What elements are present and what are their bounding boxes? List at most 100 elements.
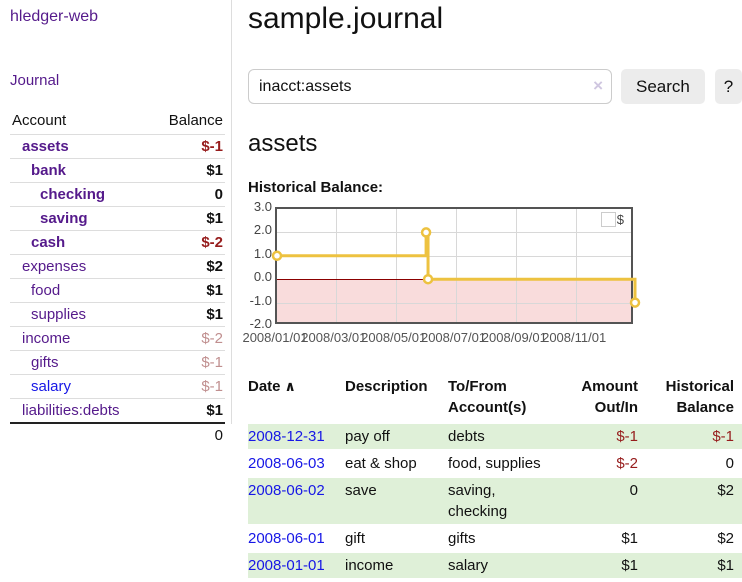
gridline (277, 232, 631, 234)
account-balance: $1 (150, 206, 225, 231)
transaction-date-link[interactable]: 2008-06-02 (248, 482, 325, 499)
account-balance: $-1 (150, 374, 225, 399)
transaction-row[interactable]: 2008-01-01 income salary $1 $1 (248, 553, 742, 578)
search-button[interactable]: Search (621, 69, 705, 104)
account-link[interactable]: expenses (22, 258, 87, 275)
sidebar-item-journal[interactable]: Journal (10, 72, 60, 89)
x-tick-label: 2008/05/01 (361, 330, 427, 345)
x-tick-label: 2008/11/01 (542, 330, 607, 345)
transaction-date-link[interactable]: 2008-12-31 (248, 428, 325, 445)
account-row: checking 0 (10, 182, 225, 207)
account-balance: $-1 (150, 350, 225, 375)
account-balance: $1 (150, 398, 225, 423)
transaction-balance: $-1 (646, 424, 742, 449)
page-title: sample.journal (248, 2, 444, 35)
account-row: saving $1 (10, 206, 225, 231)
y-tick-label: 1.0 (253, 245, 272, 261)
x-tick-label: 2008/03/01 (301, 330, 367, 345)
register-header-accounts[interactable]: To/From Account(s) (448, 378, 527, 416)
transaction-amount: 0 (565, 478, 646, 524)
search-input[interactable] (248, 69, 612, 104)
y-tick-label: -1.0 (249, 292, 272, 308)
transaction-description: save (345, 478, 448, 524)
y-tick-label: 3.0 (253, 199, 272, 214)
account-row: income $-2 (10, 326, 225, 351)
register-header-amount[interactable]: Amount Out/In (581, 378, 638, 416)
gridline (277, 302, 631, 304)
transaction-description: eat & shop (345, 455, 417, 472)
accounts-table: Account Balance assets $-1 bank $1 checking 0… (10, 109, 225, 447)
account-balance: $1 (150, 158, 225, 183)
account-link[interactable]: cash (31, 234, 66, 251)
account-balance: $2 (150, 254, 225, 279)
account-link[interactable]: liabilities:debts (22, 402, 120, 419)
account-link[interactable]: checking (40, 186, 106, 203)
account-balance: $-1 (150, 134, 225, 159)
account-row: salary $-1 (10, 374, 225, 399)
transaction-balance: $2 (717, 530, 734, 547)
transaction-accounts: saving, checking (448, 478, 565, 524)
transaction-amount: $-2 (616, 455, 638, 472)
register-header-description[interactable]: Description (345, 378, 428, 395)
transaction-description: gift (345, 530, 366, 547)
help-button[interactable]: ? (714, 69, 742, 104)
gridline (516, 209, 518, 322)
transaction-date-link[interactable]: 2008-06-01 (248, 530, 325, 547)
account-link[interactable]: bank (31, 162, 67, 179)
y-tick-label: -2.0 (249, 316, 272, 331)
y-tick-label: 2.0 (253, 222, 272, 238)
transaction-amount: $1 (621, 530, 638, 547)
transaction-row[interactable]: 2008-06-01 gift gifts $1 $2 (248, 526, 742, 551)
register-header-balance[interactable]: Historical Balance (665, 378, 734, 416)
search-form: × Search ? (248, 69, 742, 104)
legend-label: $ (616, 212, 624, 227)
register-table: Date ∧ Description To/From Account(s) Amo… (248, 374, 742, 580)
chart-title: Historical Balance: (248, 179, 384, 196)
gridline (455, 209, 457, 322)
sidebar: hledger-web Journal Account Balance asse… (0, 0, 232, 447)
transaction-row[interactable]: 2008-06-03 eat & shop food, supplies $-2 0 (248, 451, 742, 476)
account-balance: $1 (150, 302, 225, 327)
x-tick-label: 2008/07/01 (420, 330, 487, 345)
account-row: liabilities:debts $1 (10, 398, 225, 423)
main-content: sample.journal × Search ? assets Histori… (242, 0, 742, 580)
account-balance: $1 (150, 278, 225, 303)
account-link[interactable]: food (31, 282, 61, 299)
account-link[interactable]: salary (31, 378, 72, 395)
account-balance: 0 (150, 182, 225, 207)
accounts-total-value: 0 (150, 422, 225, 447)
series-line (271, 227, 641, 308)
transaction-accounts: salary (448, 553, 565, 578)
transaction-date-link[interactable]: 2008-06-03 (248, 455, 325, 472)
transaction-accounts: food, supplies (448, 455, 541, 472)
account-row: cash $-2 (10, 230, 225, 255)
app-title-link[interactable]: hledger-web (10, 8, 99, 25)
chart-legend: $ (600, 212, 624, 227)
account-row: bank $1 (10, 158, 225, 183)
account-row: assets $-1 (10, 134, 225, 159)
account-row: expenses $2 (10, 254, 225, 279)
clear-search-icon[interactable]: × (593, 76, 603, 95)
register-header-date[interactable]: Date ∧ (248, 378, 296, 395)
transaction-description: pay off (345, 424, 448, 449)
transaction-amount: $1 (565, 553, 646, 578)
account-link[interactable]: supplies (31, 306, 87, 323)
transaction-accounts: gifts (448, 530, 476, 547)
transaction-row[interactable]: 2008-12-31 pay off debts $-1 $-1 (248, 424, 742, 449)
chart-plot-area[interactable]: $ (271, 207, 641, 324)
account-balance: $-2 (150, 326, 225, 351)
account-link[interactable]: saving (40, 210, 88, 227)
account-heading: assets (248, 130, 318, 157)
account-link[interactable]: assets (22, 138, 69, 155)
transaction-accounts: debts (448, 424, 565, 449)
sort-asc-icon: ∧ (284, 378, 296, 394)
account-row: gifts $-1 (10, 350, 225, 375)
legend-swatch-border (600, 212, 616, 227)
transaction-row[interactable]: 2008-06-02 save saving, checking 0 $2 (248, 478, 742, 524)
account-link[interactable]: gifts (31, 354, 59, 371)
gridline (395, 209, 397, 322)
transaction-amount: $-1 (565, 424, 646, 449)
transaction-balance: $2 (646, 478, 742, 524)
transaction-date-link[interactable]: 2008-01-01 (248, 557, 325, 574)
account-link[interactable]: income (22, 330, 71, 347)
